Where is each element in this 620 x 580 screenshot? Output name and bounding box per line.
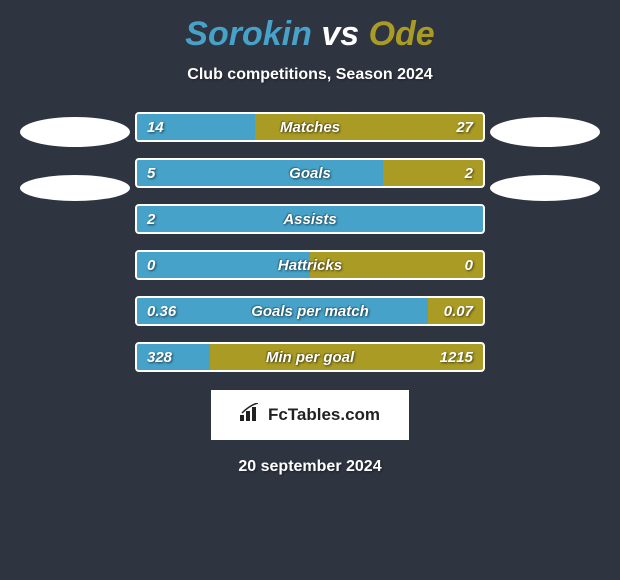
fctables-logo: FcTables.com <box>211 390 409 440</box>
stats-area: 14Matches275Goals22Assists0Hattricks00.3… <box>10 112 610 372</box>
player2-avatar-placeholder-2 <box>490 175 600 201</box>
page-title: Sorokin vs Ode <box>185 15 434 54</box>
player1-avatar-placeholder <box>20 117 130 147</box>
stat-row: 0.36Goals per match0.07 <box>135 296 485 326</box>
logo-text: FcTables.com <box>268 405 380 425</box>
player2-avatar-placeholder <box>490 117 600 147</box>
stat-right-value: 27 <box>456 114 473 140</box>
stat-right-value: 0.07 <box>444 298 473 324</box>
player1-avatar-placeholder-2 <box>20 175 130 201</box>
subtitle: Club competitions, Season 2024 <box>187 66 432 84</box>
stat-row: 5Goals2 <box>135 158 485 188</box>
stat-label: Goals <box>137 160 483 186</box>
stat-label: Min per goal <box>137 344 483 370</box>
stat-right-value: 0 <box>465 252 473 278</box>
stat-row: 2Assists <box>135 204 485 234</box>
title-vs: vs <box>321 15 359 53</box>
stat-bars: 14Matches275Goals22Assists0Hattricks00.3… <box>135 112 485 372</box>
stat-row: 14Matches27 <box>135 112 485 142</box>
stat-label: Hattricks <box>137 252 483 278</box>
player2-name: Ode <box>369 15 435 53</box>
stat-right-value: 2 <box>465 160 473 186</box>
left-avatar-column <box>15 112 135 201</box>
stat-label: Assists <box>137 206 483 232</box>
stat-label: Matches <box>137 114 483 140</box>
stat-row: 328Min per goal1215 <box>135 342 485 372</box>
stat-label: Goals per match <box>137 298 483 324</box>
stat-right-value: 1215 <box>440 344 473 370</box>
stat-row: 0Hattricks0 <box>135 250 485 280</box>
right-avatar-column <box>485 112 605 201</box>
player1-name: Sorokin <box>185 15 312 53</box>
date-text: 20 september 2024 <box>238 458 381 476</box>
comparison-infographic: Sorokin vs Ode Club competitions, Season… <box>0 0 620 580</box>
chart-icon <box>240 403 262 427</box>
